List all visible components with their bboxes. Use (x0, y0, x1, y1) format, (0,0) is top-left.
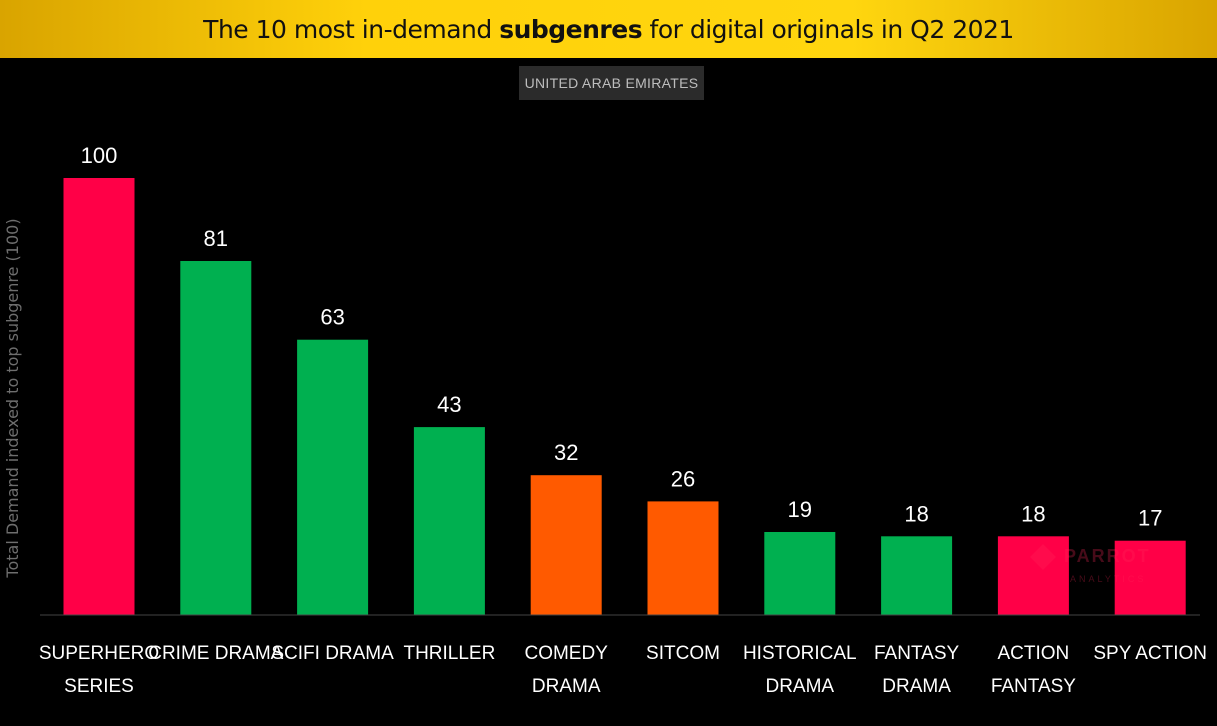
bar-3 (413, 427, 485, 615)
category-label-4: COMEDY DRAMA (524, 643, 608, 697)
category-label-3: THRILLER (403, 643, 495, 664)
bar-value-label-1: 81 (204, 226, 228, 251)
bar-value-label-3: 43 (437, 392, 461, 417)
category-label-5: SITCOM (646, 643, 720, 664)
bar-value-label-0: 100 (81, 143, 118, 168)
category-label-line: FANTASY (874, 643, 959, 664)
bar-4 (530, 475, 602, 615)
title-post: for digital originals in Q2 2021 (642, 14, 1015, 44)
bar-7 (881, 536, 953, 615)
bar-value-label-8: 18 (1021, 501, 1045, 526)
title-pre: The 10 most in-demand (203, 14, 500, 44)
category-label-line: SPY ACTION (1093, 643, 1207, 664)
bar-6 (764, 532, 836, 615)
watermark-subtext: ANALYTICS (1070, 574, 1147, 584)
bar-2 (297, 339, 369, 615)
watermark-text: PARROT (1064, 546, 1151, 566)
bar-value-label-7: 18 (904, 501, 928, 526)
category-label-line: CRIME DRAMA (148, 643, 283, 664)
category-label-1: CRIME DRAMA (148, 643, 283, 664)
category-label-line: THRILLER (403, 643, 495, 664)
bar-0 (63, 178, 135, 615)
category-label-line: DRAMA (882, 676, 951, 697)
watermark-logo: PARROT ANALYTICS (1022, 538, 1149, 598)
category-label-line: HISTORICAL (743, 643, 857, 664)
category-label-line: SITCOM (646, 643, 720, 664)
category-label-6: HISTORICAL DRAMA (743, 643, 857, 697)
category-label-line: SERIES (64, 676, 134, 697)
category-label-line: DRAMA (765, 676, 834, 697)
category-label-2: SCIFI DRAMA (271, 643, 394, 664)
category-label-line: ACTION (998, 643, 1070, 664)
category-label-9: SPY ACTION (1093, 643, 1207, 664)
category-label-line: DRAMA (532, 676, 601, 697)
title-bold: subgenres (499, 14, 643, 44)
bar-5 (647, 501, 719, 615)
bar-value-label-6: 19 (788, 497, 812, 522)
bars-layer: 100 SUPERHERO SERIES 81 CRIME DRAMA 63 SCIFI D… (39, 143, 1207, 697)
chart-title: The 10 most in-demand subgenres for digi… (203, 15, 1014, 44)
bar-value-label-4: 32 (554, 440, 578, 465)
bar-9 (1114, 540, 1186, 615)
region-badge: UNITED ARAB EMIRATES (519, 66, 704, 100)
category-label-line: COMEDY (524, 643, 608, 664)
bar-value-label-9: 17 (1138, 506, 1162, 531)
bar-1 (180, 261, 252, 615)
bar-8 (997, 536, 1069, 615)
category-label-8: ACTION FANTASY (991, 643, 1076, 697)
y-axis-label: Total Demand indexed to top subgenre (10… (3, 218, 22, 578)
parrot-logo-icon (1030, 544, 1056, 570)
bar-value-label-2: 63 (320, 305, 344, 330)
category-label-line: SUPERHERO (39, 643, 159, 664)
category-label-line: SCIFI DRAMA (271, 643, 394, 664)
category-label-0: SUPERHERO SERIES (39, 643, 159, 697)
category-label-7: FANTASY DRAMA (874, 643, 959, 697)
bar-value-label-5: 26 (671, 466, 695, 491)
category-label-line: FANTASY (991, 676, 1076, 697)
title-bar: The 10 most in-demand subgenres for digi… (0, 0, 1217, 58)
